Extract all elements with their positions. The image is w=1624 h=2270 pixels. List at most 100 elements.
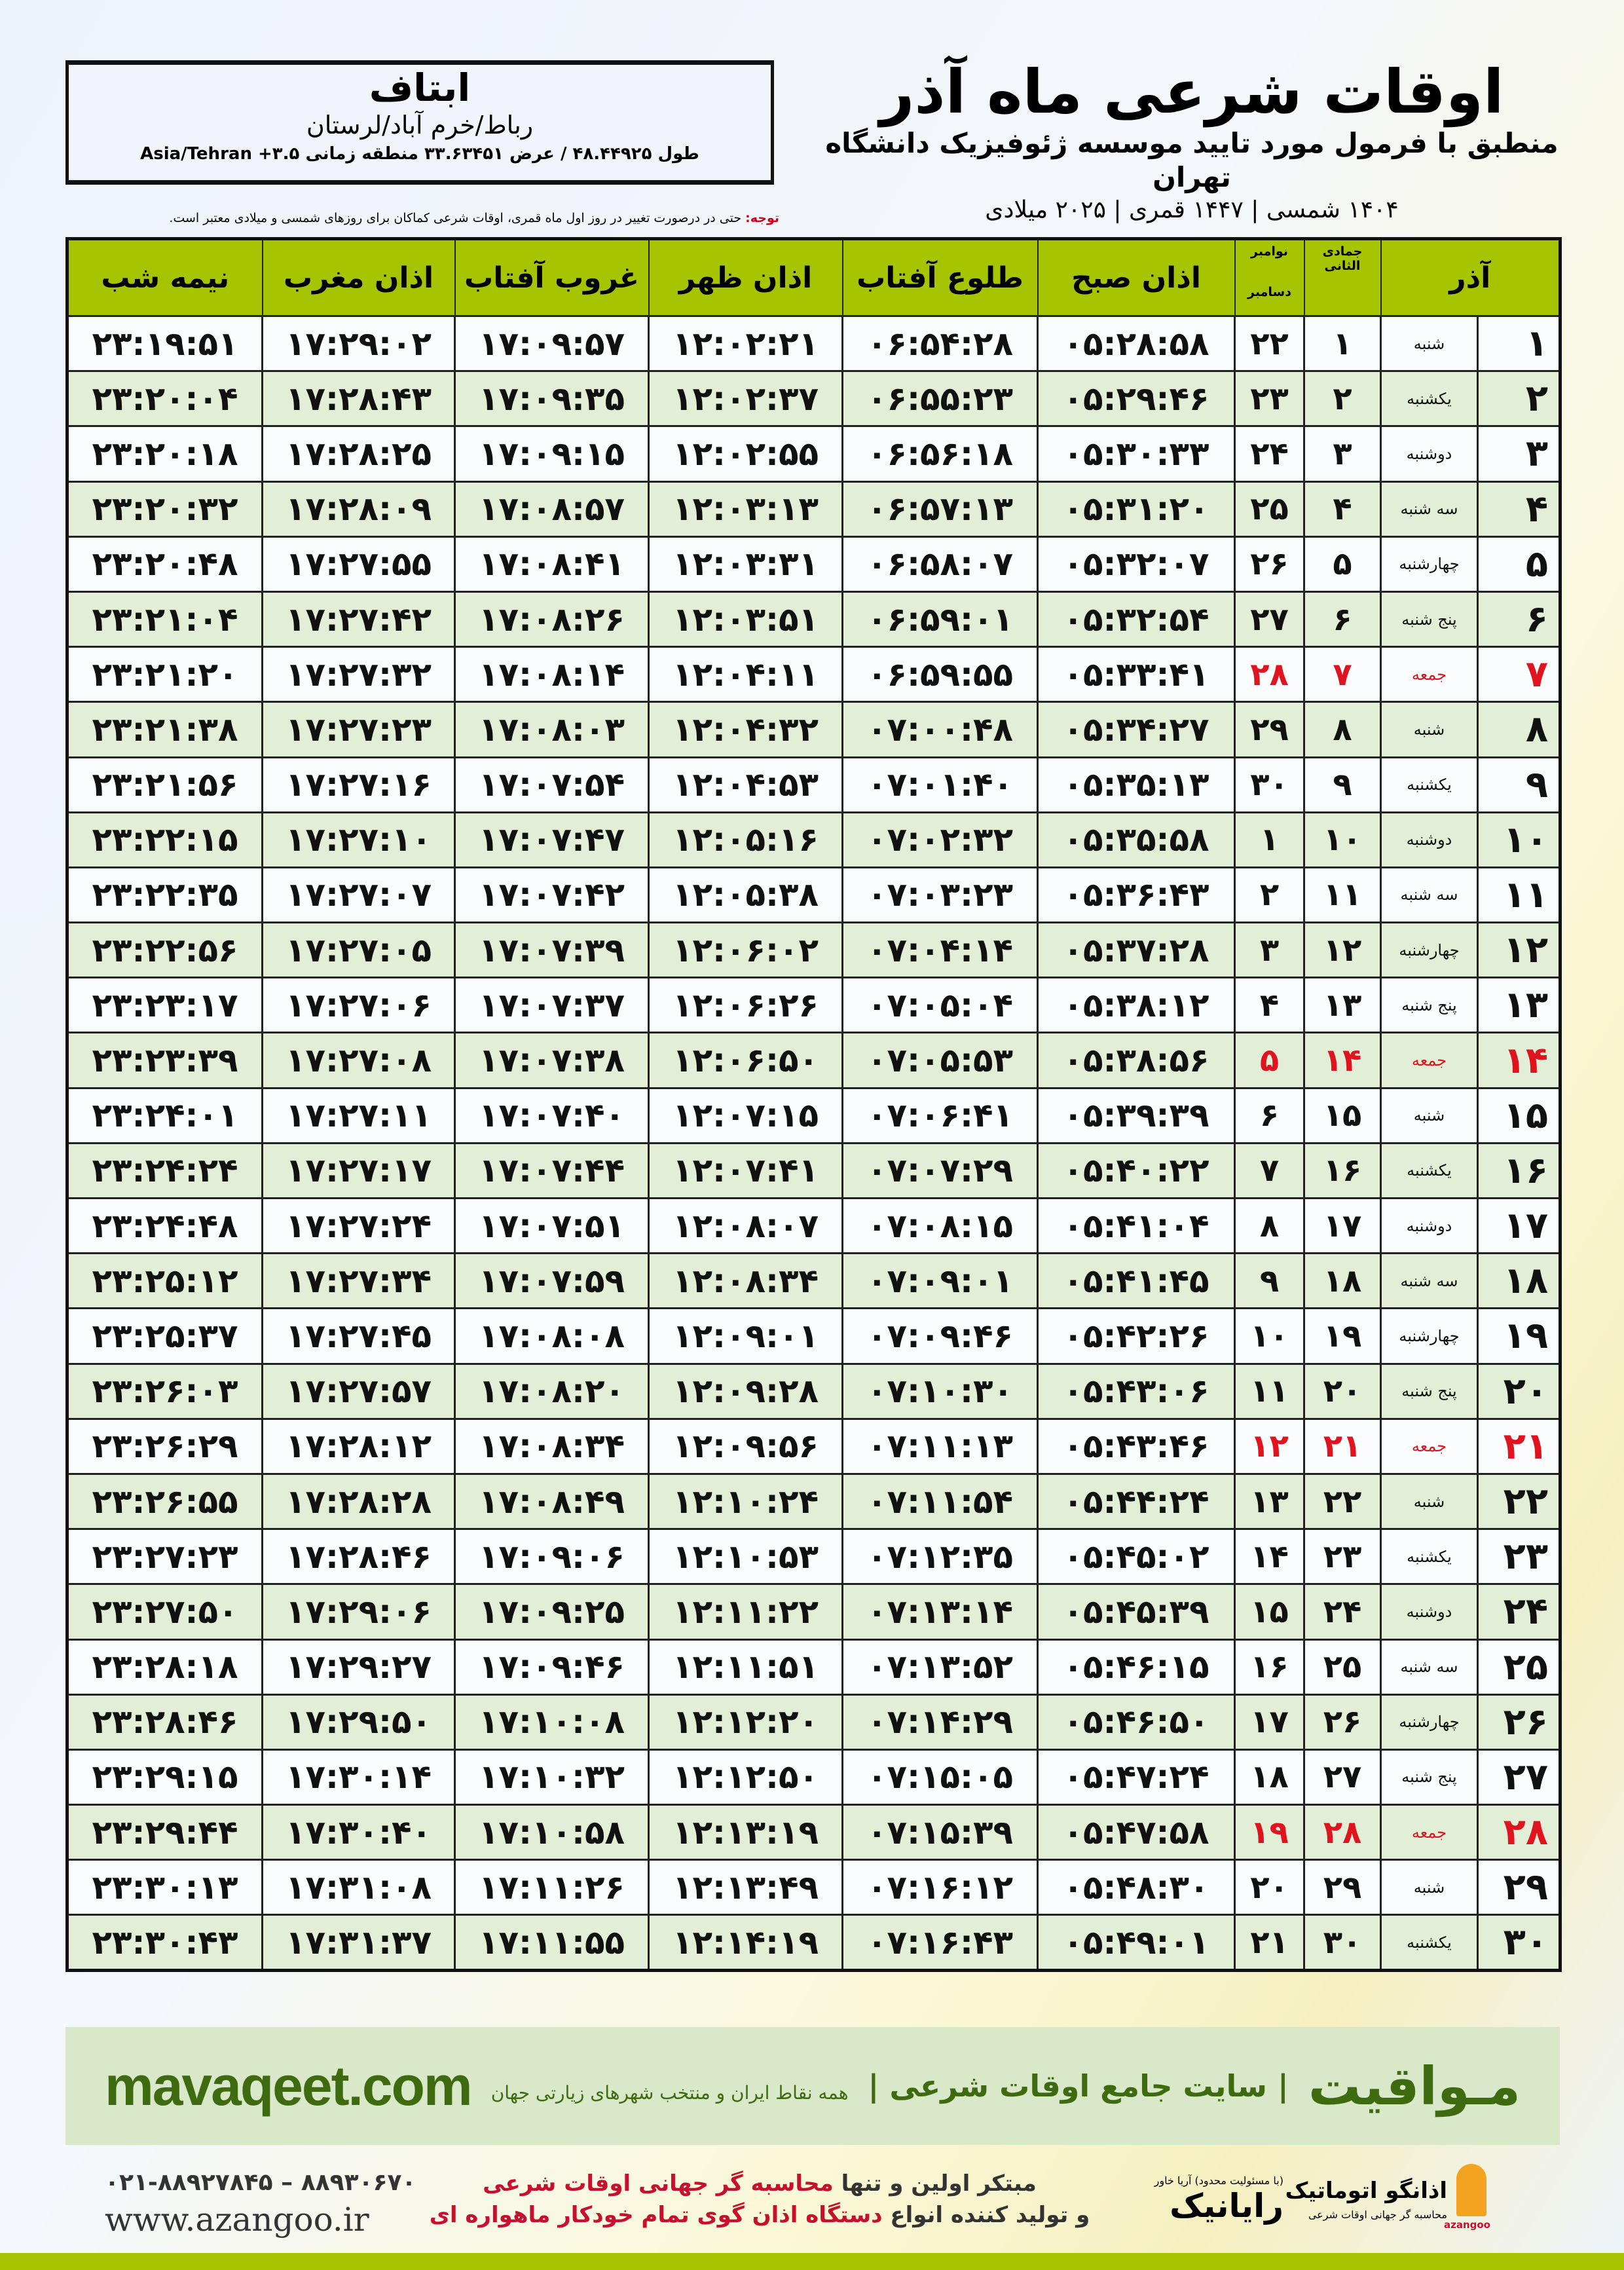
cell-ghorub: ۱۷:۱۰:۰۸: [454, 1693, 650, 1751]
table-row: ۲ یکشنبه ۲ ۲۳ ۰۵:۲۹:۴۶ ۰۶:۵۵:۲۳ ۱۲:۰۲:۳۷ ۱۷:۰۹:…: [66, 370, 1561, 428]
cell-sobh: ۰۵:۴۷:۵۸: [1037, 1804, 1236, 1861]
azangoo-link[interactable]: www.azangoo.ir: [105, 2201, 369, 2239]
cell-sobh: ۰۵:۳۹:۳۹: [1037, 1087, 1236, 1144]
cell-gregorian-day: ۲۵: [1234, 480, 1305, 538]
cell-ghorub: ۱۷:۰۷:۴۴: [454, 1142, 650, 1200]
table-row: ۲۹ شنبه ۲۹ ۲۰ ۰۵:۴۸:۳۰ ۰۷:۱۶:۱۲ ۱۲:۱۳:۴۹ ۱۷:۱۱:…: [66, 1859, 1561, 1916]
cell-tolu: ۰۷:۰۲:۳۲: [841, 811, 1039, 868]
cell-weekday: چهارشنبه: [1380, 1693, 1479, 1751]
cell-nimeh-shab: ۲۳:۲۴:۰۱: [66, 1087, 263, 1144]
prayer-times-table: آذر جمادی الثانی نوامبر دسامبر اذان صبح ط…: [65, 237, 1562, 1972]
cell-day: ۲۳: [1477, 1528, 1561, 1586]
cell-zohr: ۱۲:۰۲:۵۵: [648, 425, 843, 483]
table-row: ۱ شنبه ۱ ۲۲ ۰۵:۲۸:۵۸ ۰۶:۵۴:۲۸ ۱۲:۰۲:۲۱ ۱۷:۰۹:۵۷…: [66, 314, 1561, 373]
cell-weekday: شنبه: [1380, 1472, 1479, 1531]
cell-sobh: ۰۵:۴۳:۴۶: [1037, 1417, 1236, 1475]
header-azar: آذر: [1380, 238, 1560, 316]
table-row: ۲۷ پنج شنبه ۲۷ ۱۸ ۰۵:۴۷:۲۴ ۰۷:۱۵:۰۵ ۱۲:۱۲:۵۰ ۱۷…: [66, 1748, 1561, 1806]
cell-tolu: ۰۶:۵۸:۰۷: [841, 535, 1039, 593]
cell-jumada-day: ۱۲: [1303, 921, 1382, 979]
table-row: ۲۰ پنج شنبه ۲۰ ۱۱ ۰۵:۴۳:۰۶ ۰۷:۱۰:۳۰ ۱۲:۰۹:۲۸ ۱۷…: [66, 1362, 1561, 1420]
cell-tolu: ۰۷:۰۹:۰۱: [841, 1252, 1039, 1310]
cell-maghreb: ۱۷:۲۸:۲۵: [261, 425, 456, 483]
cell-weekday: شنبه: [1380, 701, 1479, 758]
cell-nimeh-shab: ۲۳:۲۰:۰۴: [66, 370, 263, 428]
table-row: ۲۸ جمعه ۲۸ ۱۹ ۰۵:۴۷:۵۸ ۰۷:۱۵:۳۹ ۱۲:۱۳:۱۹ ۱۷:۱۰:…: [66, 1804, 1561, 1861]
cell-zohr: ۱۲:۰۴:۳۲: [648, 701, 843, 758]
cell-zohr: ۱۲:۰۳:۳۱: [648, 535, 843, 593]
cell-maghreb: ۱۷:۲۷:۵۷: [261, 1362, 456, 1420]
mavaqeet-link[interactable]: mavaqeet.com: [105, 2055, 473, 2117]
cell-weekday: شنبه: [1380, 1859, 1479, 1916]
header-maghreb: اذان مغرب: [261, 238, 455, 316]
cell-nimeh-shab: ۲۳:۲۶:۰۳: [66, 1362, 263, 1420]
cell-sobh: ۰۵:۳۶:۴۳: [1037, 866, 1236, 924]
cell-zohr: ۱۲:۰۲:۳۷: [648, 370, 843, 428]
region-name: رباط/خرم آباد/لرستان: [306, 111, 534, 140]
cell-jumada-day: ۲: [1303, 370, 1382, 428]
cell-weekday: دوشنبه: [1380, 1583, 1479, 1641]
cell-tolu: ۰۷:۱۰:۳۰: [841, 1362, 1039, 1420]
cell-jumada-day: ۲۱: [1303, 1417, 1382, 1475]
cell-jumada-day: ۶: [1303, 590, 1382, 648]
cell-ghorub: ۱۷:۰۷:۵۹: [454, 1252, 650, 1310]
cell-sobh: ۰۵:۳۸:۵۶: [1037, 1032, 1236, 1089]
cell-maghreb: ۱۷:۲۷:۴۲: [261, 590, 456, 648]
header-gregorian: نوامبر دسامبر: [1234, 238, 1304, 316]
cell-zohr: ۱۲:۰۶:۰۲: [648, 921, 843, 979]
cell-zohr: ۱۲:۰۵:۳۸: [648, 866, 843, 924]
cell-zohr: ۱۲:۰۴:۵۳: [648, 756, 843, 813]
cell-day: ۱۵: [1477, 1087, 1561, 1144]
cell-nimeh-shab: ۲۳:۲۹:۱۵: [66, 1748, 263, 1806]
cell-nimeh-shab: ۲۳:۲۱:۵۶: [66, 756, 263, 813]
table-row: ۹ یکشنبه ۹ ۳۰ ۰۵:۳۵:۱۳ ۰۷:۰۱:۴۰ ۱۲:۰۴:۵۳ ۱۷:۰۷:…: [66, 756, 1561, 813]
cell-weekday: جمعه: [1380, 646, 1479, 703]
cell-gregorian-day: ۳۰: [1234, 756, 1305, 813]
cell-jumada-day: ۱۷: [1303, 1197, 1382, 1255]
cell-weekday: سه شنبه: [1380, 1252, 1479, 1310]
table-row: ۳ دوشنبه ۳ ۲۴ ۰۵:۳۰:۳۳ ۰۶:۵۶:۱۸ ۱۲:۰۲:۵۵ ۱۷:۰۹:…: [66, 425, 1561, 483]
cell-jumada-day: ۲۳: [1303, 1528, 1382, 1586]
table-row: ۱۵ شنبه ۱۵ ۶ ۰۵:۳۹:۳۹ ۰۷:۰۶:۴۱ ۱۲:۰۷:۱۵ ۱۷:۰۷:۴…: [66, 1087, 1561, 1144]
cell-jumada-day: ۹: [1303, 756, 1382, 813]
cell-sobh: ۰۵:۳۱:۲۰: [1037, 480, 1236, 538]
cell-gregorian-day: ۱۷: [1234, 1693, 1305, 1751]
cell-zohr: ۱۲:۰۹:۲۸: [648, 1362, 843, 1420]
cell-day: ۳: [1477, 425, 1561, 483]
table-row: ۴ سه شنبه ۴ ۲۵ ۰۵:۳۱:۲۰ ۰۶:۵۷:۱۳ ۱۲:۰۳:۱۳ ۱۷:۰۸…: [66, 480, 1561, 538]
cell-tolu: ۰۷:۱۵:۳۹: [841, 1804, 1039, 1861]
table-row: ۱۸ سه شنبه ۱۸ ۹ ۰۵:۴۱:۴۵ ۰۷:۰۹:۰۱ ۱۲:۰۸:۳۴ ۱۷:۰…: [66, 1252, 1561, 1310]
cell-weekday: سه شنبه: [1380, 1638, 1479, 1696]
cell-zohr: ۱۲:۰۷:۴۱: [648, 1142, 843, 1200]
cell-jumada-day: ۳: [1303, 425, 1382, 483]
cell-zohr: ۱۲:۱۲:۲۰: [648, 1693, 843, 1751]
cell-jumada-day: ۲۵: [1303, 1638, 1382, 1696]
table-row: ۲۵ سه شنبه ۲۵ ۱۶ ۰۵:۴۶:۱۵ ۰۷:۱۳:۵۲ ۱۲:۱۱:۵۱ ۱۷:…: [66, 1638, 1561, 1696]
cell-sobh: ۰۵:۴۶:۵۰: [1037, 1693, 1236, 1751]
table-row: ۱۳ پنج شنبه ۱۳ ۴ ۰۵:۳۸:۱۲ ۰۷:۰۵:۰۴ ۱۲:۰۶:۲۶ ۱۷:…: [66, 977, 1561, 1034]
cell-weekday: چهارشنبه: [1380, 921, 1479, 979]
cell-tolu: ۰۷:۰۴:۱۴: [841, 921, 1039, 979]
cell-gregorian-day: ۲۷: [1234, 590, 1305, 648]
cell-day: ۳۰: [1477, 1914, 1561, 1971]
cell-jumada-day: ۳۰: [1303, 1914, 1382, 1971]
cell-tolu: ۰۷:۰۹:۴۶: [841, 1307, 1039, 1365]
cell-weekday: سه شنبه: [1380, 866, 1479, 924]
header-ghorub: غروب آفتاب: [454, 238, 649, 316]
cell-zohr: ۱۲:۰۳:۵۱: [648, 590, 843, 648]
cell-tolu: ۰۷:۱۶:۴۳: [841, 1914, 1039, 1971]
cell-gregorian-day: ۲۴: [1234, 425, 1305, 483]
cell-day: ۱۲: [1477, 921, 1561, 979]
cell-weekday: پنج شنبه: [1380, 977, 1479, 1034]
cell-gregorian-day: ۴: [1234, 977, 1305, 1034]
cell-ghorub: ۱۷:۰۸:۲۰: [454, 1362, 650, 1420]
cell-day: ۱۴: [1477, 1032, 1561, 1089]
cell-gregorian-day: ۱۲: [1234, 1417, 1305, 1475]
city-name: ابتاف: [369, 65, 471, 110]
cell-nimeh-shab: ۲۳:۲۸:۱۸: [66, 1638, 263, 1696]
header-sobh: اذان صبح: [1037, 238, 1235, 316]
cell-day: ۱: [1477, 314, 1561, 373]
cell-day: ۱۶: [1477, 1142, 1561, 1200]
cell-day: ۵: [1477, 535, 1561, 593]
cell-jumada-day: ۲۷: [1303, 1748, 1382, 1806]
